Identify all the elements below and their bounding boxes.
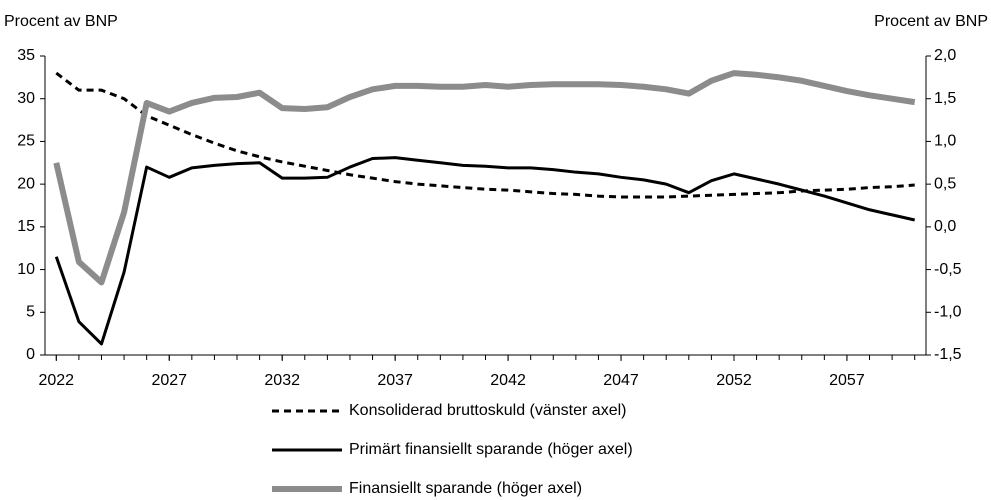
x-tick-label: 2052: [716, 372, 752, 389]
y-tick-label: 0: [26, 346, 35, 363]
y-tick-label: 35: [17, 47, 35, 64]
x-tick-label: 2037: [377, 372, 413, 389]
y2-axis-label: Procent av BNP: [874, 13, 988, 30]
legend-label: Konsoliderad bruttoskuld (vänster axel): [349, 402, 626, 419]
x-tick-label: 2047: [603, 372, 639, 389]
legend-label: Primärt finansiellt sparande (höger axel…: [349, 441, 633, 458]
y-tick-label: 25: [17, 133, 35, 150]
x-tick-label: 2022: [38, 372, 74, 389]
y-tick-label: 30: [17, 90, 35, 107]
y2-tick-label: -0,5: [934, 261, 962, 278]
y-tick-label: 20: [17, 175, 35, 192]
y-tick-label: 15: [17, 218, 35, 235]
y-tick-label: 10: [17, 261, 35, 278]
y2-tick-label: 0,5: [934, 175, 956, 192]
y-tick-label: 5: [26, 304, 35, 321]
x-tick-label: 2032: [264, 372, 300, 389]
y2-tick-label: 1,0: [934, 133, 956, 150]
y2-tick-label: 0,0: [934, 218, 956, 235]
series-line: [54, 156, 916, 346]
y2-tick-label: -1,5: [934, 346, 962, 363]
x-tick-label: 2057: [829, 372, 865, 389]
series-line: [55, 71, 915, 199]
y2-tick-label: -1,0: [934, 304, 962, 321]
series-line: [53, 70, 916, 286]
legend-label: Finansiellt sparande (höger axel): [349, 480, 582, 497]
x-tick-label: 2027: [151, 372, 187, 389]
y2-tick-label: 2,0: [934, 47, 956, 64]
y2-tick-label: 1,5: [934, 90, 956, 107]
x-tick-label: 2042: [490, 372, 526, 389]
y-axis-label: Procent av BNP: [4, 13, 118, 30]
